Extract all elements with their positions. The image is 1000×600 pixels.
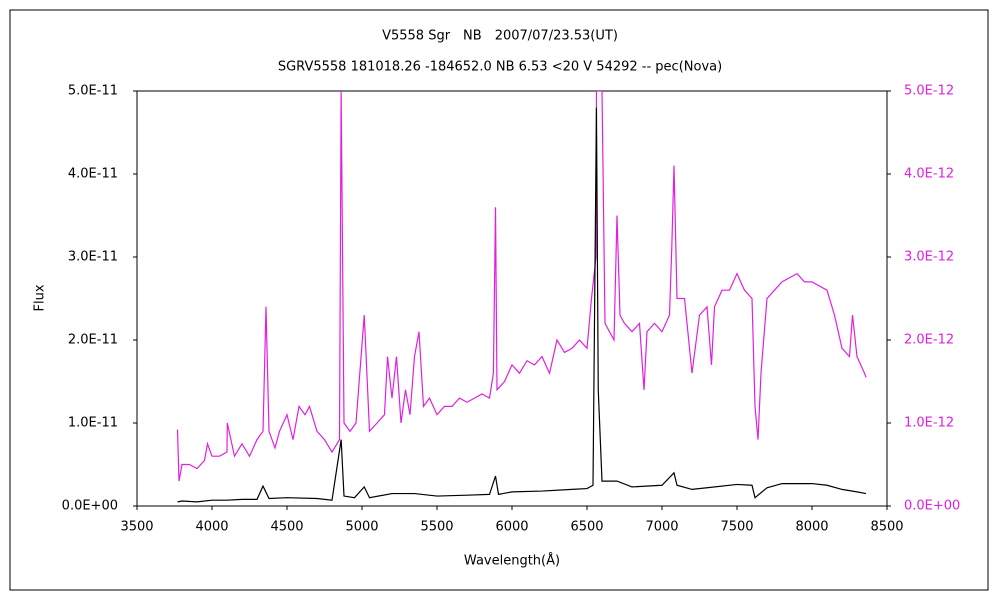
y2-tick-label: 3.0E-12 <box>904 250 954 265</box>
x-tick-label: 5500 <box>420 520 453 535</box>
x-tick-label: 5000 <box>345 520 378 535</box>
chart-subtitle: SGRV5558 181018.26 -184652.0 NB 6.53 <20… <box>278 60 722 75</box>
y-tick-label: 1.0E-11 <box>68 416 118 431</box>
y2-tick-label: 1.0E-12 <box>904 416 954 431</box>
x-tick-label: 4500 <box>270 520 303 535</box>
y-tick-label: 0.0E+00 <box>62 499 118 514</box>
plot-area <box>136 90 888 507</box>
y2-tick-label: 0.0E+00 <box>904 499 960 514</box>
x-tick-label: 7000 <box>645 520 678 535</box>
y2-tick-label: 2.0E-12 <box>904 333 954 348</box>
y-tick-label: 4.0E-11 <box>68 167 118 182</box>
y-tick-label: 2.0E-11 <box>68 333 118 348</box>
x-tick-label: 4000 <box>195 520 228 535</box>
y-tick-label: 5.0E-11 <box>68 84 118 99</box>
y-axis-label: Flux <box>33 284 48 311</box>
frame <box>9 9 989 591</box>
x-axis-label: Wavelength(Å) <box>464 553 560 569</box>
x-tick-label: 8500 <box>870 520 903 535</box>
y2-tick-label: 5.0E-12 <box>904 84 954 99</box>
x-tick-label: 6500 <box>570 520 603 535</box>
y2-tick-label: 4.0E-12 <box>904 167 954 182</box>
chart-title: V5558 Sgr NB 2007/07/23.53(UT) <box>382 29 618 44</box>
spectrum-line <box>177 107 867 503</box>
x-tick-label: 7500 <box>720 520 753 535</box>
x-tick-label: 6000 <box>495 520 528 535</box>
x-tick-label: 8000 <box>795 520 828 535</box>
y-tick-label: 3.0E-11 <box>68 250 118 265</box>
x-tick-label: 3500 <box>120 520 153 535</box>
plot-lines <box>176 91 867 503</box>
spectrum-line <box>176 91 867 482</box>
